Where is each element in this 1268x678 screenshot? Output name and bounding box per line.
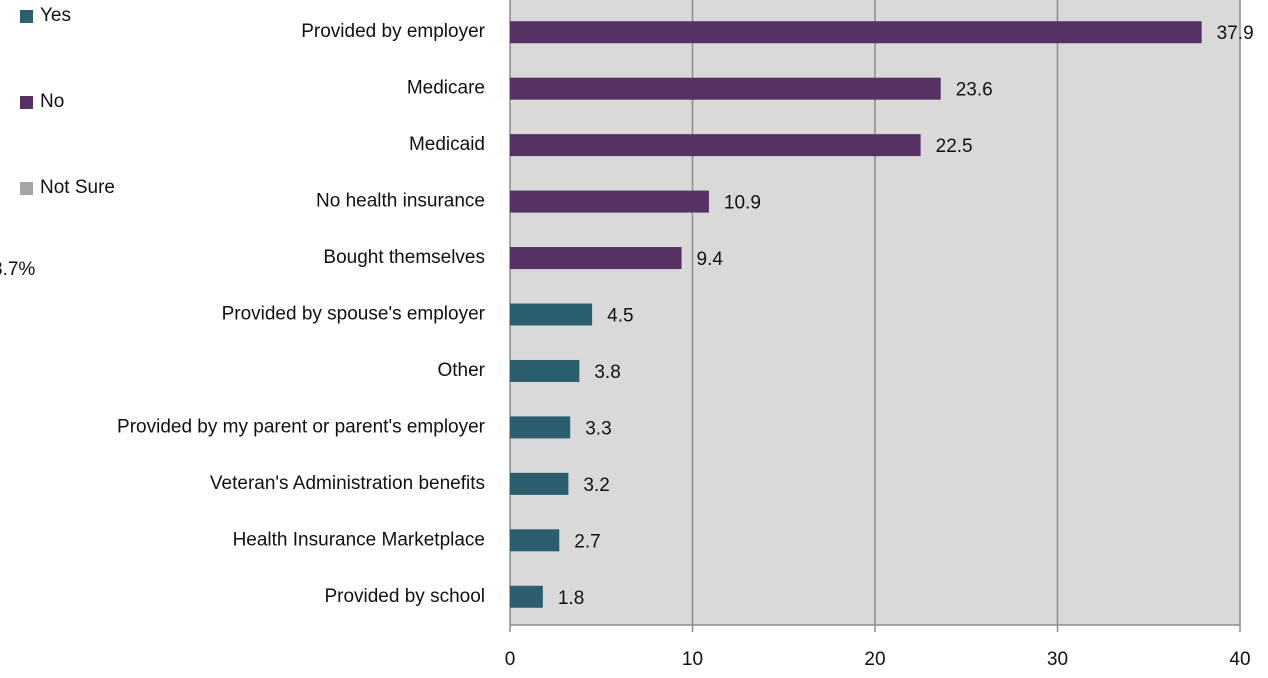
x-tick-label: 0: [505, 649, 516, 670]
y-tick-label: Health Insurance Marketplace: [233, 529, 485, 550]
bar: [510, 21, 1202, 44]
annotation: 3.7%: [0, 259, 35, 280]
y-tick-label: Bought themselves: [323, 247, 485, 268]
x-tick-label: 20: [864, 649, 885, 670]
data-label: 10.9: [724, 193, 761, 214]
y-tick-label: Medicare: [407, 78, 485, 99]
data-label: 22.5: [936, 136, 973, 157]
data-label: 3.8: [594, 362, 620, 383]
data-label: 4.5: [607, 306, 633, 327]
bar: [510, 529, 560, 552]
data-label: 3.2: [583, 475, 609, 496]
legend-label: Yes: [40, 5, 71, 26]
bar: [510, 359, 580, 382]
legend-label: Not Sure: [40, 177, 115, 198]
bar: [510, 585, 543, 608]
bar: [510, 472, 569, 495]
legend-swatch: [20, 10, 33, 23]
y-tick-label: Medicaid: [409, 134, 485, 155]
bar: [510, 247, 682, 270]
data-label: 2.7: [574, 531, 600, 552]
bar: [510, 77, 941, 100]
bar: [510, 303, 593, 326]
y-tick-label: No health insurance: [316, 191, 485, 212]
y-tick-label: Provided by employer: [301, 21, 485, 42]
x-tick-label: 30: [1047, 649, 1068, 670]
data-label: 9.4: [697, 249, 724, 270]
bar: [510, 416, 571, 439]
x-tick-label: 40: [1229, 649, 1250, 670]
data-label: 1.8: [558, 588, 584, 609]
y-tick-label: Other: [437, 360, 485, 381]
legend-swatch: [20, 96, 33, 109]
data-label: 37.9: [1217, 23, 1254, 44]
y-tick-label: Veteran's Administration benefits: [210, 473, 485, 494]
data-label: 3.3: [585, 418, 611, 439]
bar: [510, 190, 709, 213]
x-tick-label: 10: [682, 649, 703, 670]
legend-swatch: [20, 182, 33, 195]
legend-label: No: [40, 91, 64, 112]
data-label: 23.6: [956, 80, 993, 101]
y-tick-label: Provided by my parent or parent's employ…: [117, 416, 486, 437]
y-tick-label: Provided by spouse's employer: [222, 304, 486, 325]
y-tick-label: Provided by school: [324, 586, 485, 607]
bar: [510, 134, 921, 157]
